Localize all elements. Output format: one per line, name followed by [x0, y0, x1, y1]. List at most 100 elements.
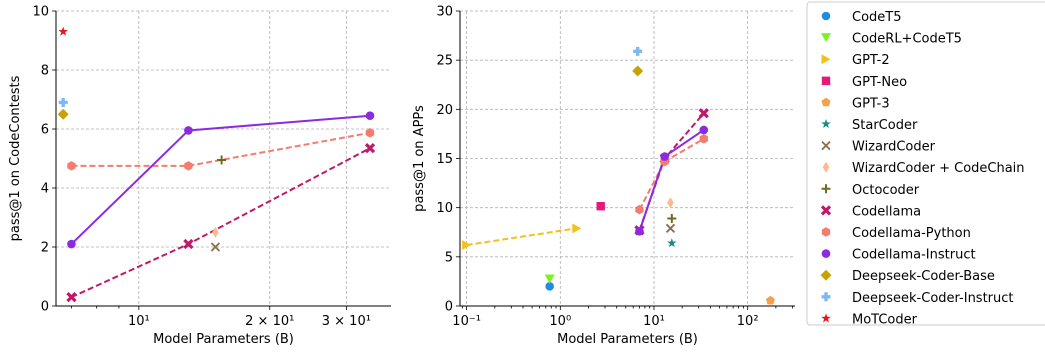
gpt-2-point	[462, 240, 472, 251]
plot-area	[462, 0, 776, 305]
codellama-instruct-point	[635, 226, 644, 236]
legend-marker-motcoder	[821, 313, 831, 323]
legend-label-starcoder: StarCoder	[852, 118, 918, 133]
legend-label-wizardcoder-codechain: WizardCoder + CodeChain	[852, 161, 1025, 176]
legend-label-gpt-3: GPT-3	[852, 96, 890, 111]
legend-label-codet5: CodeT5	[852, 10, 902, 25]
x-tick-label: 10⁰	[549, 314, 571, 329]
legend-marker-deepseek-coder-base	[820, 269, 832, 281]
legend-marker-deepseek-coder-instruct	[821, 292, 831, 302]
octocoder-point	[217, 155, 227, 165]
codellama-point	[698, 108, 709, 119]
legend-marker-gpt-2	[821, 54, 831, 65]
legend-marker-octocoder	[821, 184, 831, 194]
deepseek-coder-instruct-point	[633, 46, 643, 56]
y-tick-label: 30	[436, 5, 453, 20]
legend-label-codellama-python: Codellama-Python	[852, 226, 971, 241]
octocoder-point	[667, 213, 677, 223]
gpt-neo-point	[596, 201, 605, 211]
deepseek-coder-instruct-point	[58, 97, 68, 107]
legend-frame	[806, 1, 1045, 326]
wizardcoder-point	[665, 223, 676, 233]
legend-marker-wizardcoder-codechain	[822, 161, 830, 173]
legend-label-wizardcoder: WizardCoder	[852, 140, 936, 155]
legend-label-motcoder: MoTCoder	[852, 312, 918, 327]
y-tick-label: 0	[41, 300, 49, 315]
codellama-point	[364, 143, 376, 154]
legend-marker-coderl-codet5	[821, 33, 831, 43]
wizardcoder-codechain-point	[667, 197, 674, 209]
codellama-instruct-point	[660, 152, 669, 161]
legend-label-deepseek-coder-instruct: Deepseek-Coder-Instruct	[852, 291, 1014, 306]
y-tick-label: 8	[41, 64, 49, 79]
y-tick-label: 10	[436, 201, 453, 216]
gpt-2-line	[466, 227, 577, 247]
x-tick-label: 10¹	[128, 314, 150, 329]
y-tick-label: 2	[41, 241, 49, 256]
legend-label-deepseek-coder-base: Deepseek-Coder-Base	[852, 269, 995, 284]
codellama-line	[638, 112, 705, 231]
legend-marker-codellama-instruct	[821, 249, 831, 258]
legend-marker-wizardcoder	[821, 140, 831, 151]
codellama-python-point	[699, 134, 708, 144]
codellama-python-line	[638, 137, 705, 211]
codellama-python-point	[184, 161, 193, 171]
legend-label-codellama-instruct: Codellama-Instruct	[852, 248, 976, 263]
coderl-codet5-point	[544, 274, 555, 284]
motcoder-point	[633, 0, 643, 7]
chart-codecontests: 10¹ 2 × 10¹ 3 × 10¹ 0 2 4 6 8 10 Model Parameters…	[8, 5, 391, 347]
legend-marker-gpt-3	[821, 97, 831, 107]
y-tick-label: 20	[436, 103, 453, 118]
legend-label-gpt-neo: GPT-Neo	[852, 75, 907, 90]
legend-label-coderl-codet5: CodeRL+CodeT5	[852, 32, 962, 47]
gpt-3-point	[765, 295, 776, 305]
codellama-python-point	[635, 204, 644, 215]
x-tick-label: 2 × 10¹	[245, 314, 294, 329]
codellama-line	[71, 147, 371, 299]
codellama-instruct-point	[184, 126, 193, 135]
y-tick-label: 15	[436, 152, 453, 167]
x-tick-label: 10¹	[643, 314, 665, 329]
x-axis-label: Model Parameters (B)	[153, 332, 294, 347]
deepseek-coder-base-point	[57, 108, 69, 120]
codellama-python-point	[67, 161, 76, 171]
motcoder-point	[58, 26, 68, 36]
legend-marker-starcoder	[821, 119, 831, 129]
codellama-point	[183, 238, 194, 250]
legend-marker-codet5	[821, 11, 831, 21]
legend-label-octocoder: Octocoder	[852, 183, 920, 198]
x-axis-label: Model Parameters (B)	[557, 332, 698, 347]
x-tick-label: 10⁻¹	[452, 314, 481, 329]
x-tick-label: 3 × 10¹	[322, 314, 371, 329]
deepseek-coder-base-point	[632, 65, 644, 77]
y-axis-label: pass@1 on APPs	[412, 105, 427, 212]
codellama-python-point	[365, 128, 375, 138]
codellama-python-line	[71, 131, 371, 167]
y-tick-label: 0	[445, 300, 453, 315]
y-tick-label: 5	[445, 250, 453, 265]
legend-marker-gpt-neo	[821, 76, 831, 85]
codellama-instruct-point	[699, 125, 709, 135]
chart-apps: 10⁻¹ 10⁰ 10¹ 10² 0 5 10 15 20 25 30 Model Parameter…	[412, 0, 795, 347]
legend: CodeT5 CodeRL+CodeT5 GPT-2 GPT-Neo GPT-3 Star…	[806, 1, 1045, 327]
legend-marker-codellama-python	[821, 227, 831, 237]
codet5-point	[545, 282, 554, 291]
codellama-instruct-point	[67, 239, 76, 249]
legend-label-gpt-2: GPT-2	[852, 53, 890, 68]
wizardcoder-point	[210, 242, 221, 252]
codellama-point	[66, 292, 77, 303]
legend-label-codellama: Codellama	[852, 204, 921, 219]
legend-marker-codellama	[820, 205, 832, 216]
y-tick-label: 4	[41, 182, 49, 197]
gpt-2-point	[572, 223, 582, 234]
y-axis-label: pass@1 on CodeContests	[8, 75, 23, 241]
wizardcoder-codechain-point	[212, 226, 219, 238]
codellama-instruct-line	[70, 114, 371, 245]
starcoder-point	[667, 238, 677, 248]
plot-area	[57, 26, 376, 303]
x-tick-label: 10²	[737, 314, 759, 329]
y-tick-label: 10	[32, 5, 49, 20]
y-tick-label: 25	[436, 54, 453, 69]
y-tick-label: 6	[41, 123, 49, 138]
